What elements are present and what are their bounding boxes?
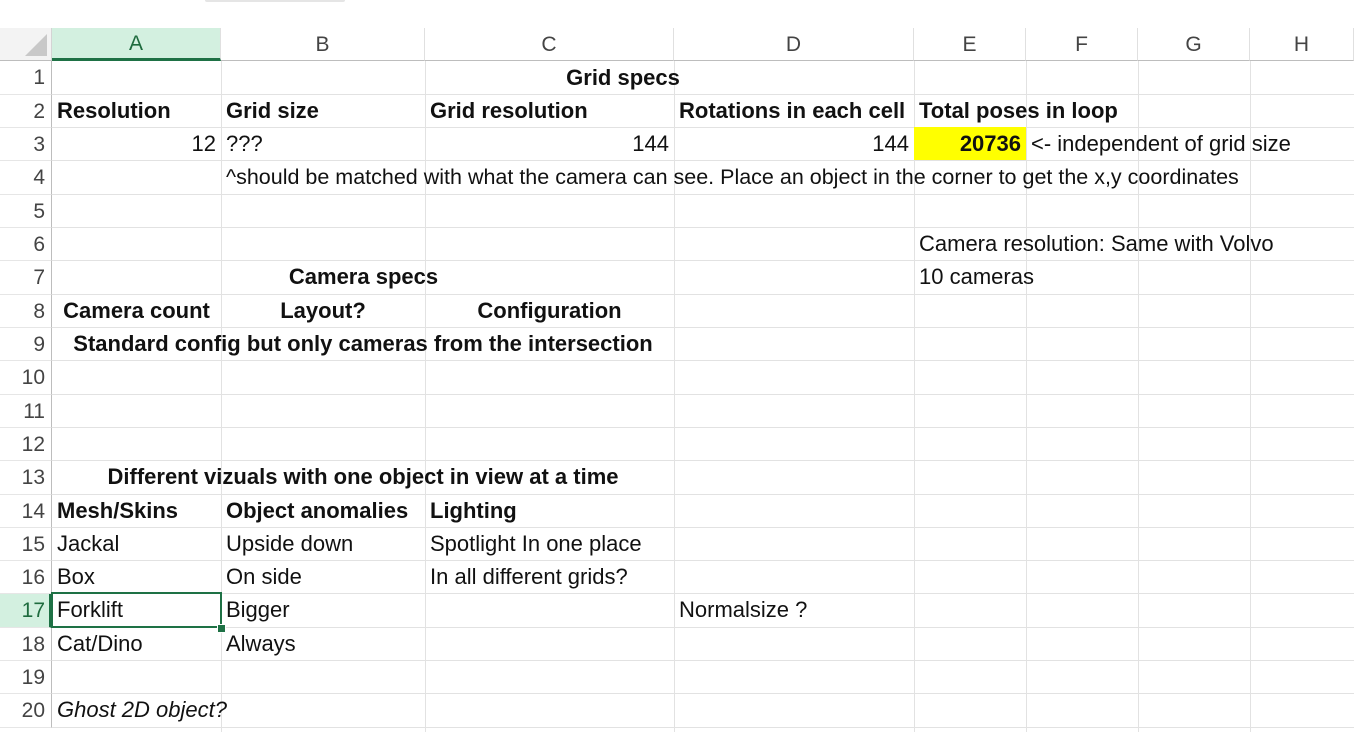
row-header-19[interactable]: 19	[0, 661, 52, 694]
row-header-9[interactable]: 9	[0, 328, 52, 361]
gridline	[52, 327, 1354, 328]
column-header-c[interactable]: C	[425, 28, 674, 61]
gridline	[52, 693, 1354, 694]
cell-c3[interactable]: 144	[632, 131, 669, 156]
row-header-6[interactable]: 6	[0, 228, 52, 261]
fill-handle[interactable]	[217, 624, 226, 633]
gridline	[1138, 61, 1139, 732]
row-header-17[interactable]: 17	[0, 594, 52, 628]
row-header-13[interactable]: 13	[0, 461, 52, 495]
gridline	[52, 294, 1354, 295]
top-strip	[0, 0, 1354, 28]
row-header-8[interactable]: 8	[0, 295, 52, 328]
gridline	[52, 527, 1354, 528]
cell-d17[interactable]: Normalsize ?	[679, 597, 808, 622]
gridline	[221, 61, 222, 732]
column-header-h[interactable]: H	[1250, 28, 1354, 61]
cell-d2[interactable]: Rotations in each cell	[679, 98, 906, 123]
row-header-4[interactable]: 4	[0, 161, 52, 195]
cell-a14[interactable]: Mesh/Skins	[57, 498, 179, 523]
row-header-7[interactable]: 7	[0, 261, 52, 295]
gridline	[52, 194, 1354, 195]
gridline	[52, 660, 1354, 661]
cell-c15[interactable]: Spotlight In one place	[430, 531, 642, 556]
cell-e3-highlighted[interactable]: 20736	[914, 127, 1026, 160]
cell-b18[interactable]: Always	[226, 631, 296, 656]
cell-a15[interactable]: Jackal	[57, 531, 120, 556]
cell-b4[interactable]: ^should be matched with what the camera …	[226, 165, 1239, 189]
select-all-icon	[25, 34, 47, 56]
cell-e7[interactable]: 10 cameras	[919, 264, 1034, 289]
cell-f3[interactable]: <- independent of grid size	[1031, 131, 1291, 156]
cell-b15[interactable]: Upside down	[226, 531, 354, 556]
gridline	[52, 427, 1354, 428]
gridline	[52, 494, 1354, 495]
cell-a17[interactable]: Forklift	[57, 597, 123, 622]
cell-b7[interactable]: Camera specs	[288, 264, 439, 289]
cell-a20[interactable]: Ghost 2D object?	[57, 697, 227, 722]
gridline	[52, 94, 1354, 95]
cell-c1[interactable]: Grid specs	[566, 65, 680, 90]
row-header-2[interactable]: 2	[0, 95, 52, 128]
tab-indicator	[205, 0, 345, 2]
column-header-a[interactable]: A	[52, 28, 221, 61]
column-header-e[interactable]: E	[914, 28, 1026, 61]
cell-c8[interactable]: Configuration	[477, 298, 622, 323]
cell-a13[interactable]: Different vizuals with one object in vie…	[107, 464, 619, 489]
gridline	[914, 61, 915, 732]
cell-e6[interactable]: Camera resolution: Same with Volvo	[919, 231, 1274, 256]
cell-a2[interactable]: Resolution	[57, 98, 171, 123]
spreadsheet-grid[interactable]: A B C D E F G H 1 2 3 4 5 6 7 8 9 10 11 …	[0, 28, 1354, 732]
row-header-14[interactable]: 14	[0, 495, 52, 528]
cell-c14[interactable]: Lighting	[430, 498, 517, 523]
cell-b8[interactable]: Layout?	[280, 298, 366, 323]
gridline	[52, 394, 1354, 395]
active-cell-border	[51, 592, 222, 628]
cell-a8[interactable]: Camera count	[63, 298, 210, 323]
row-header-1[interactable]: 1	[0, 61, 52, 95]
gridline	[674, 61, 675, 732]
gridline	[1026, 61, 1027, 732]
cell-b16[interactable]: On side	[226, 564, 302, 589]
cell-b14[interactable]: Object anomalies	[226, 498, 409, 523]
cell-a9[interactable]: Standard config but only cameras from th…	[73, 331, 653, 356]
row-header-11[interactable]: 11	[0, 395, 52, 428]
gridline	[52, 160, 1354, 161]
gridline	[52, 260, 1354, 261]
row-header-15[interactable]: 15	[0, 528, 52, 561]
row-header-3[interactable]: 3	[0, 128, 52, 161]
column-header-d[interactable]: D	[674, 28, 914, 61]
row-header-10[interactable]: 10	[0, 361, 52, 395]
gridline	[52, 360, 1354, 361]
row-header-5[interactable]: 5	[0, 195, 52, 228]
column-header-b[interactable]: B	[221, 28, 425, 61]
cell-a16[interactable]: Box	[57, 564, 95, 589]
cell-a18[interactable]: Cat/Dino	[57, 631, 143, 656]
row-header-20[interactable]: 20	[0, 694, 52, 728]
row-header-18[interactable]: 18	[0, 628, 52, 661]
gridline	[1250, 61, 1251, 732]
cell-c2[interactable]: Grid resolution	[430, 98, 588, 123]
cell-d3[interactable]: 144	[872, 131, 909, 156]
gridline	[52, 127, 1354, 128]
cell-b2[interactable]: Grid size	[226, 98, 319, 123]
select-all-button[interactable]	[0, 28, 52, 61]
gridline	[425, 61, 426, 732]
cell-b3[interactable]: ???	[226, 131, 263, 156]
cell-c16[interactable]: In all different grids?	[430, 564, 628, 589]
gridline	[52, 227, 1354, 228]
gridline	[52, 593, 1354, 594]
column-header-f[interactable]: F	[1026, 28, 1138, 61]
column-header-g[interactable]: G	[1138, 28, 1250, 61]
row-header-16[interactable]: 16	[0, 561, 52, 594]
cell-a3[interactable]: 12	[191, 131, 216, 156]
gridline	[52, 560, 1354, 561]
gridline	[52, 627, 1354, 628]
row-header-12[interactable]: 12	[0, 428, 52, 461]
gridline	[52, 460, 1354, 461]
cell-e2[interactable]: Total poses in loop	[919, 98, 1118, 123]
gridline	[52, 727, 1354, 728]
cell-b17[interactable]: Bigger	[226, 597, 290, 622]
